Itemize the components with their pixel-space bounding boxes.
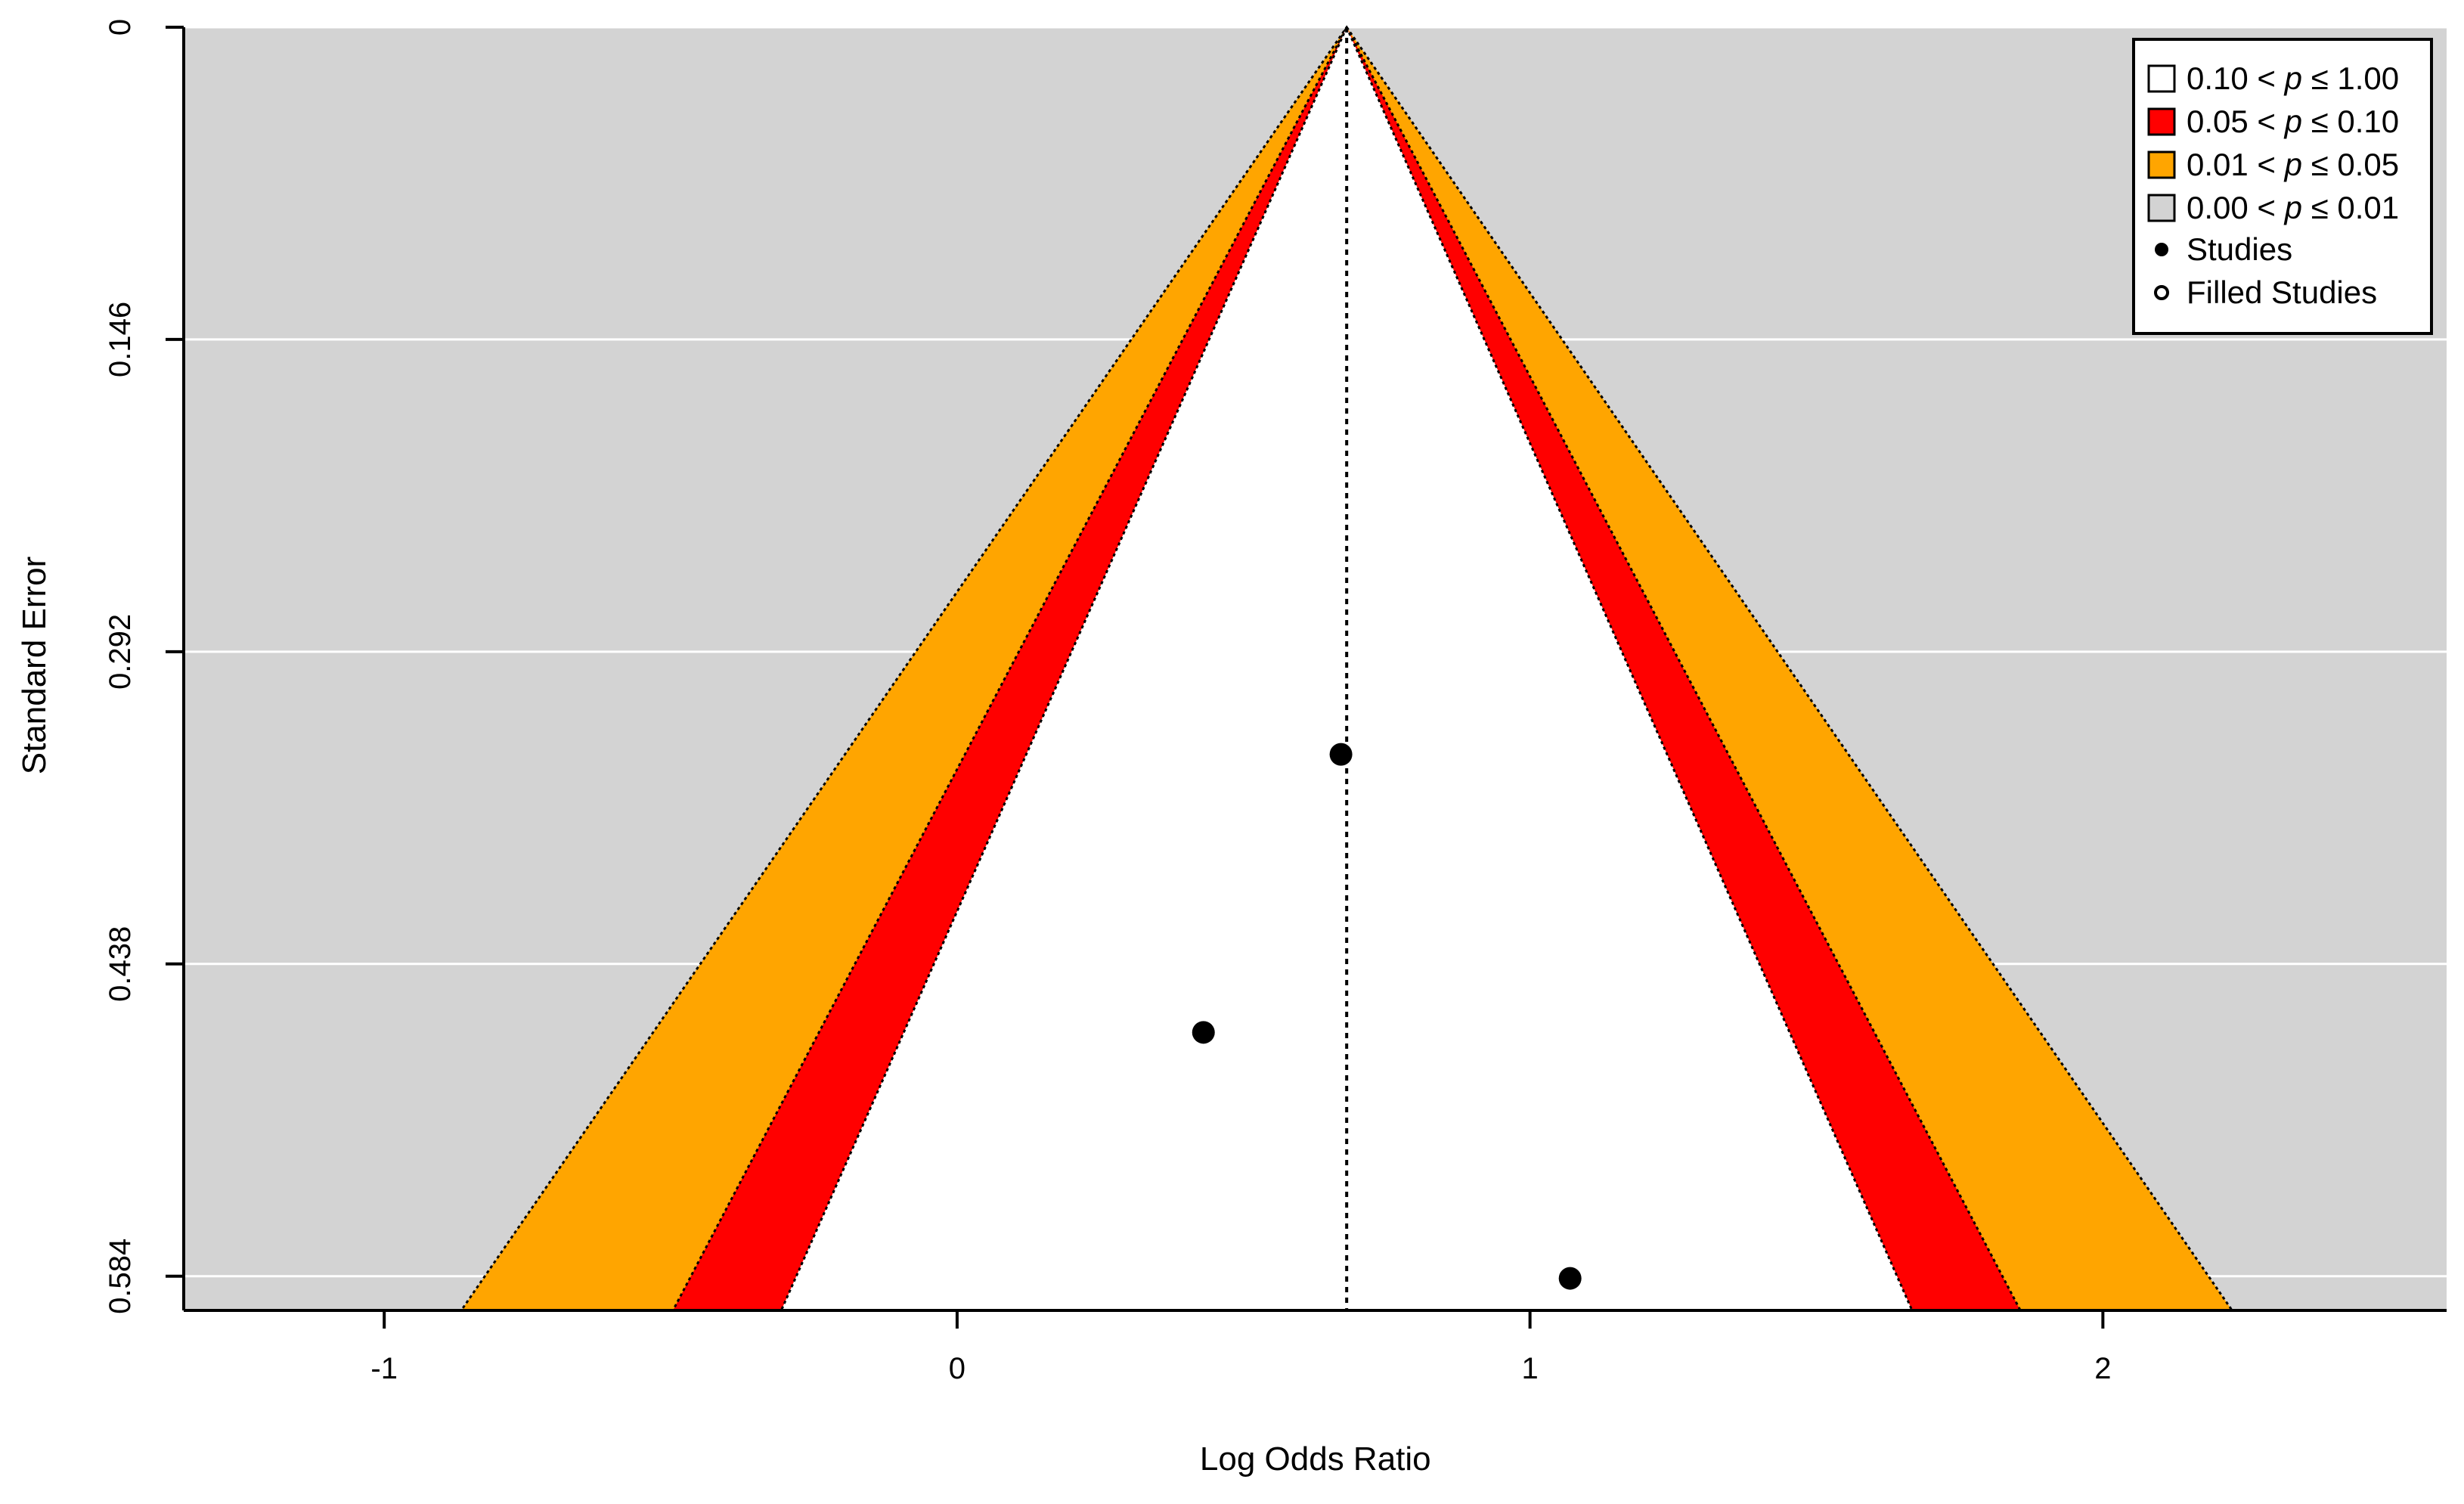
legend-studies-label: Studies [2187,231,2292,267]
legend-entry-label: 0.00 < p ≤ 0.01 [2187,190,2399,225]
y-tick-label: 0.146 [104,302,137,377]
legend-swatch [2147,150,2176,179]
study-point [1192,1021,1215,1044]
y-tick-label: 0.292 [104,614,137,690]
study-points [1192,743,1582,1290]
study-point [1558,1267,1582,1290]
x-tick-label: 2 [2094,1352,2111,1385]
legend-entry-label: 0.10 < p ≤ 1.00 [2187,60,2399,96]
legend: 0.10 < p ≤ 1.00 0.05 < p ≤ 0.10 0.01 < p ≤… [2132,38,2433,335]
y-tick-label: 0.584 [104,1239,137,1314]
legend-filled-label: Filled Studies [2187,274,2377,310]
x-tick-label: -1 [370,1352,398,1385]
legend-swatch [2147,64,2176,93]
y-axis-title: Standard Error [16,557,53,775]
legend-entries: 0.10 < p ≤ 1.00 0.05 < p ≤ 0.10 0.01 < p ≤… [2147,60,2399,225]
y-tick-label: 0.438 [104,926,137,1002]
axes: -1 0 1 2 0 0.146 0.292 0.438 0.584 [104,19,2447,1385]
x-tick-label: 1 [1522,1352,1539,1385]
legend-swatch [2147,194,2176,222]
legend-filled-marker [2154,285,2169,300]
legend-swatch [2147,107,2176,136]
legend-studies-marker [2155,243,2168,256]
legend-entry-label: 0.05 < p ≤ 0.10 [2187,104,2399,139]
y-tick-label: 0 [104,19,137,36]
x-axis-title: Log Odds Ratio [1200,1440,1431,1478]
legend-entry-label: 0.01 < p ≤ 0.05 [2187,147,2399,182]
study-point [1329,743,1353,766]
x-tick-label: 0 [949,1352,965,1385]
legend-box [2132,38,2433,335]
